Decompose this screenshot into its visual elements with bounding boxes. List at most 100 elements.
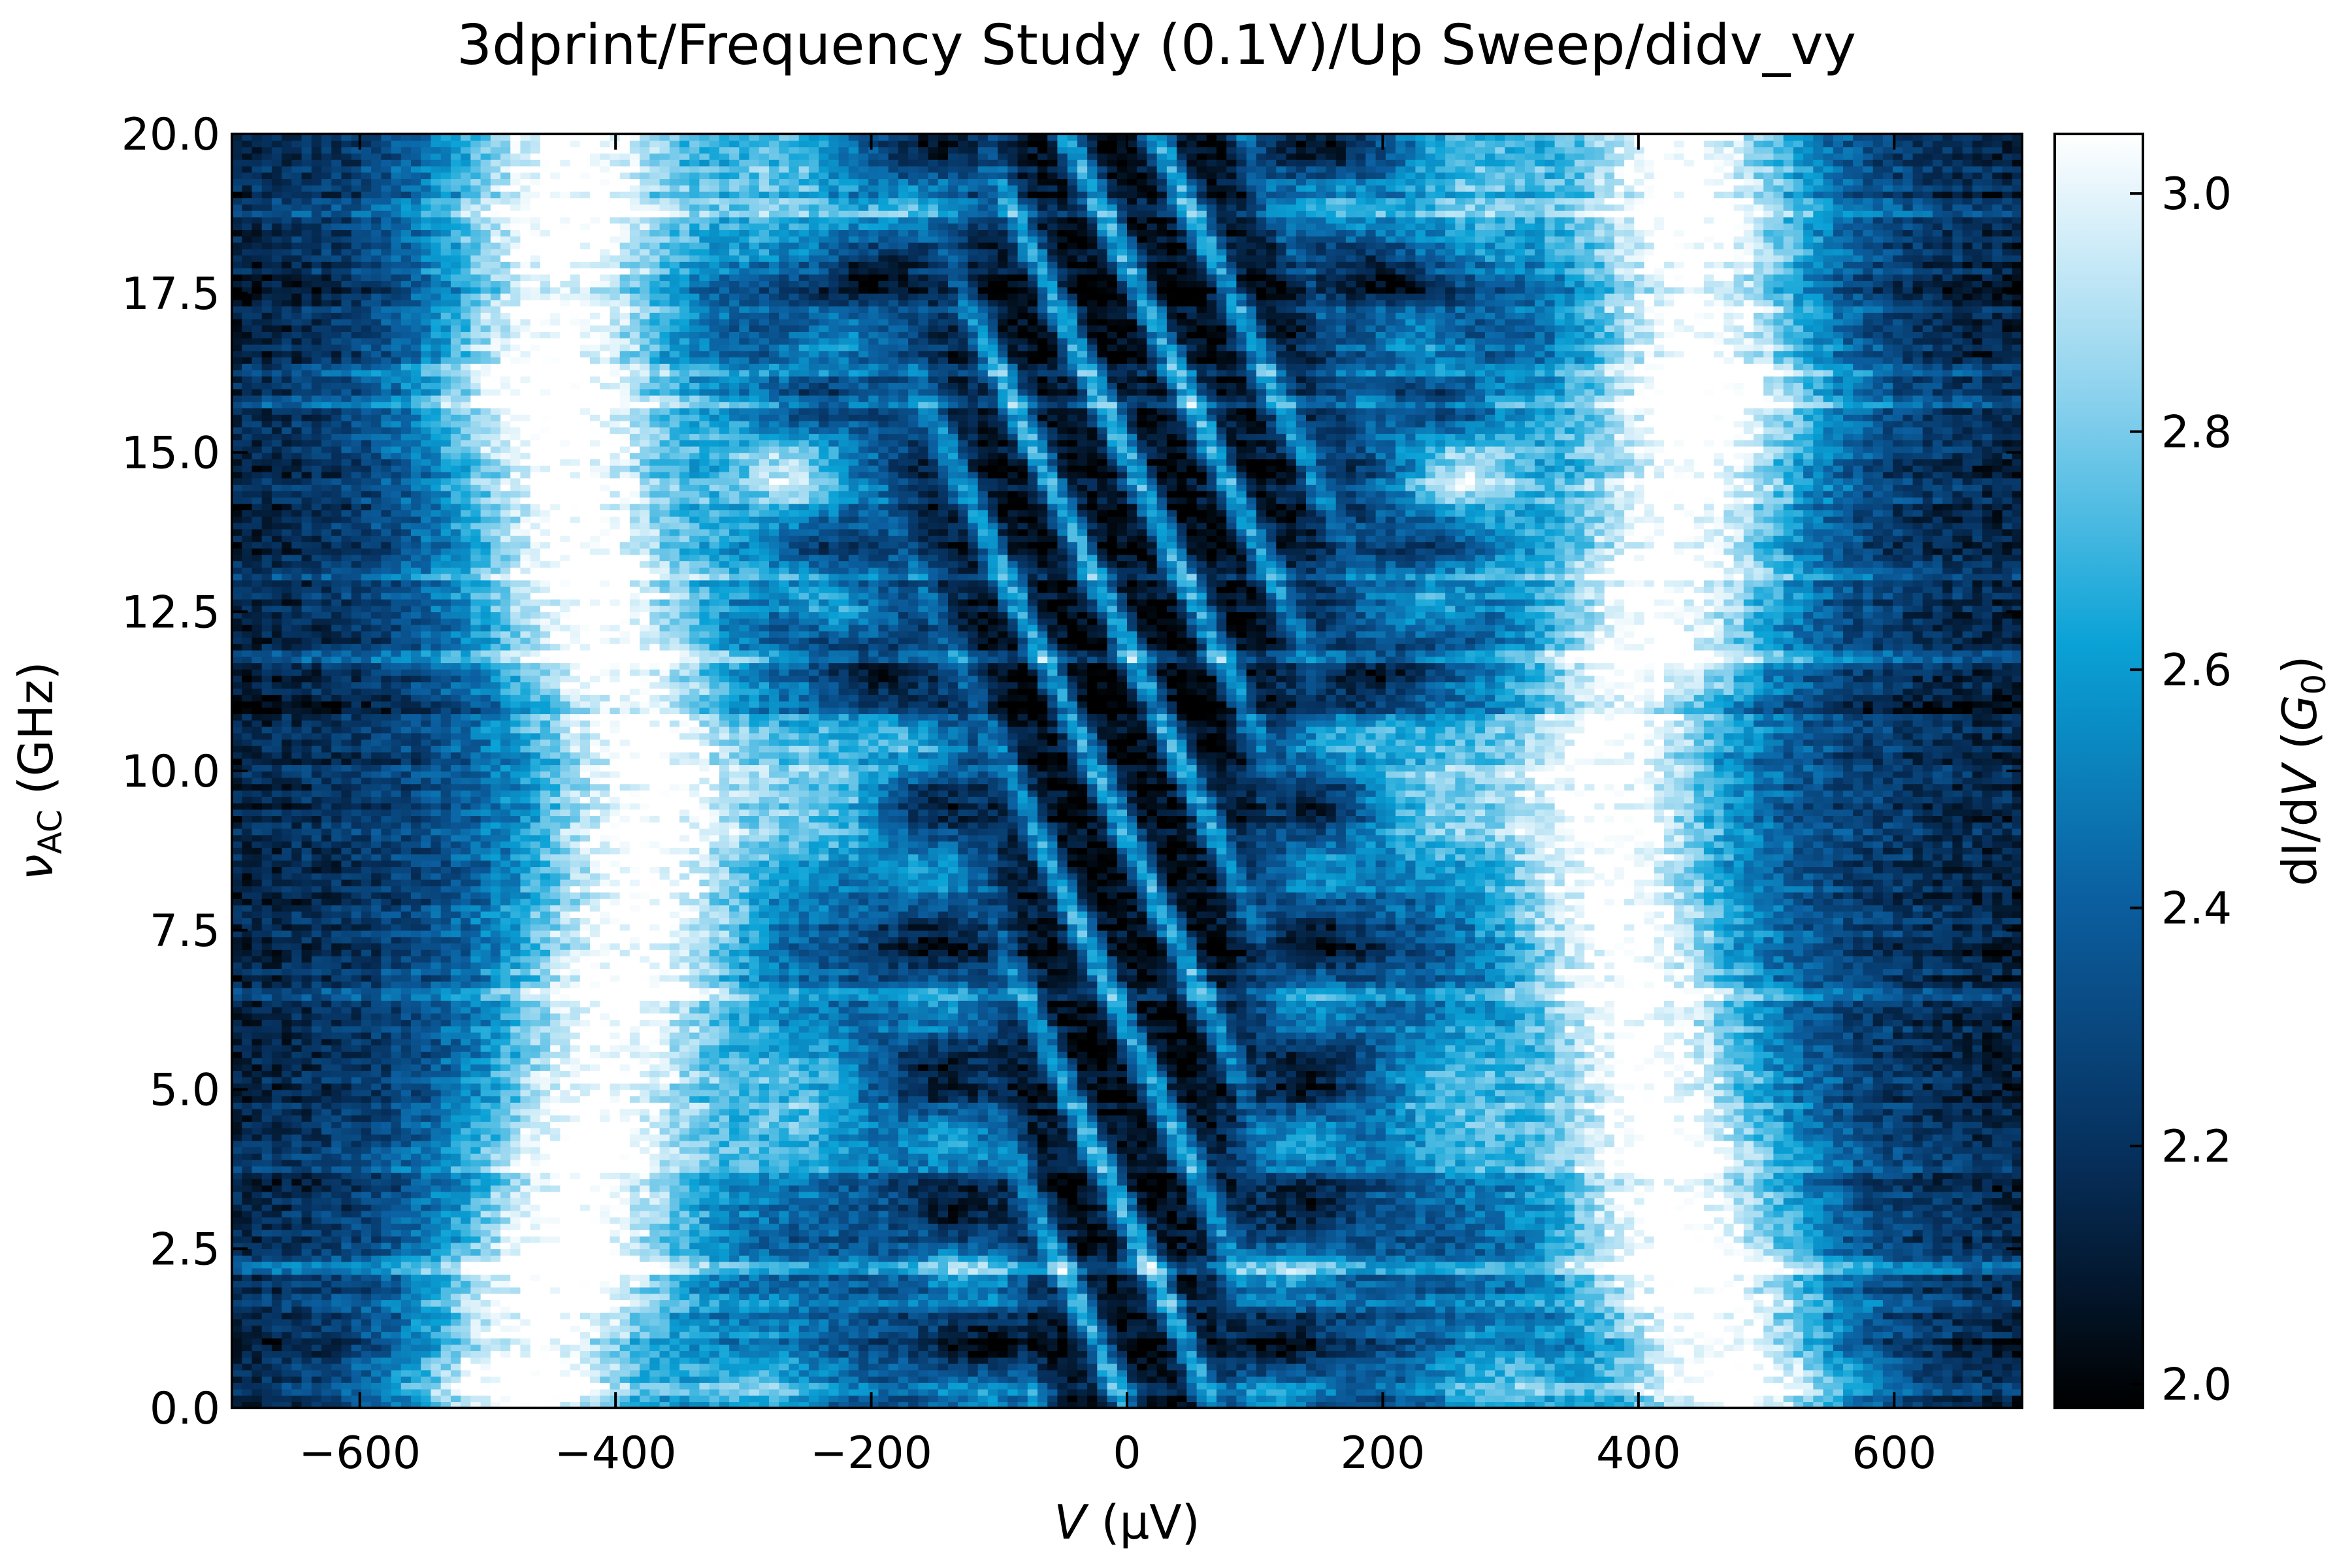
heatmap-cell <box>1624 1299 1635 1307</box>
heatmap-cell <box>1336 1287 1347 1294</box>
heatmap-cell <box>1813 1274 1823 1281</box>
heatmap-cell <box>1286 1287 1297 1294</box>
heatmap-cell <box>570 1396 581 1403</box>
heatmap-cell <box>1565 1382 1575 1390</box>
heatmap-cell <box>858 1331 869 1339</box>
heatmap-cell <box>302 1236 312 1243</box>
heatmap-cell <box>1565 1268 1575 1275</box>
heatmap-cell <box>710 1389 720 1396</box>
heatmap-cell <box>1097 1357 1107 1364</box>
heatmap-cell <box>1883 1364 1893 1371</box>
heatmap-cell <box>600 1345 610 1352</box>
heatmap-cell <box>531 1350 541 1358</box>
heatmap-cell <box>520 1319 531 1326</box>
heatmap-cell <box>1256 1249 1267 1256</box>
heatmap-cell <box>1723 1255 1734 1262</box>
heatmap-cell <box>1485 1389 1495 1396</box>
heatmap-cell <box>689 1350 700 1358</box>
heatmap-cell <box>2002 1382 2013 1390</box>
heatmap-cell <box>1664 1325 1674 1332</box>
heatmap-cell <box>1723 1243 1734 1250</box>
heatmap-cell <box>1634 1249 1644 1256</box>
heatmap-cell <box>570 1243 581 1250</box>
heatmap-cell <box>1247 1345 1257 1352</box>
heatmap-cell <box>739 1370 749 1377</box>
heatmap-cell <box>1147 1268 1157 1275</box>
heatmap-cell <box>1942 1243 1953 1250</box>
heatmap-cell <box>1316 1287 1326 1294</box>
heatmap-cell <box>1127 1281 1137 1288</box>
heatmap-cell <box>1843 1281 1854 1288</box>
heatmap-cell <box>1286 1313 1297 1320</box>
heatmap-cell <box>1793 1287 1804 1294</box>
heatmap-cell <box>461 1243 471 1250</box>
heatmap-cell <box>898 1281 909 1288</box>
heatmap-cell <box>630 1396 640 1403</box>
heatmap-cell <box>441 1294 451 1301</box>
heatmap-cell <box>928 1357 939 1364</box>
heatmap-cell <box>491 1306 501 1313</box>
heatmap-cell <box>272 1281 282 1288</box>
heatmap-cell <box>1117 1357 1128 1364</box>
heatmap-cell <box>1396 1255 1406 1262</box>
heatmap-cell <box>351 1350 362 1358</box>
heatmap-cell <box>1694 1268 1705 1275</box>
heatmap-cell <box>401 1350 412 1358</box>
heatmap-cell <box>1435 1294 1446 1301</box>
heatmap-cell <box>282 1274 292 1281</box>
heatmap-cell <box>1286 1236 1297 1243</box>
heatmap-cell <box>1784 1313 1794 1320</box>
heatmap-cell <box>1495 1299 1505 1307</box>
heatmap-cell <box>878 1306 889 1313</box>
heatmap-cell <box>262 1306 272 1313</box>
heatmap-cell <box>391 1287 402 1294</box>
heatmap-cell <box>1833 1338 1844 1345</box>
heatmap-cell <box>769 1243 779 1250</box>
heatmap-cell <box>1684 1396 1694 1403</box>
heatmap-cell <box>1544 1287 1555 1294</box>
heatmap-cell <box>252 1389 262 1396</box>
heatmap-cell <box>1365 1338 1376 1345</box>
heatmap-cell <box>819 1262 829 1269</box>
heatmap-cell <box>1047 1370 1058 1377</box>
heatmap-cell <box>1863 1396 1873 1403</box>
heatmap-cell <box>1455 1382 1465 1390</box>
heatmap-cell <box>1455 1313 1465 1320</box>
heatmap-cell <box>1555 1287 1565 1294</box>
heatmap-cell <box>1982 1396 1993 1403</box>
heatmap-cell <box>252 1357 262 1364</box>
heatmap-cell <box>510 1357 521 1364</box>
heatmap-cell <box>520 1382 531 1390</box>
heatmap-cell <box>1386 1389 1396 1396</box>
heatmap-cell <box>470 1243 481 1250</box>
heatmap-cell <box>1763 1325 1774 1332</box>
heatmap-cell <box>491 1281 501 1288</box>
heatmap-cell <box>789 1376 799 1383</box>
heatmap-cell <box>291 1345 302 1352</box>
heatmap-cell <box>1376 1338 1386 1345</box>
heatmap-cell <box>958 1230 968 1237</box>
heatmap-cell <box>1843 1364 1854 1371</box>
heatmap-cell <box>1505 1281 1515 1288</box>
heatmap-cell <box>938 1281 949 1288</box>
heatmap-cell <box>540 1243 551 1250</box>
heatmap-cell <box>1316 1389 1326 1396</box>
heatmap-cell <box>908 1325 919 1332</box>
heatmap-cell <box>1226 1338 1237 1345</box>
heatmap-cell <box>1803 1382 1814 1390</box>
heatmap-cell <box>1873 1331 1884 1339</box>
heatmap-cell <box>1167 1338 1177 1345</box>
heatmap-cell <box>789 1299 799 1307</box>
heatmap-cell <box>958 1306 968 1313</box>
heatmap-cell <box>898 1243 909 1250</box>
heatmap-cell <box>411 1364 421 1371</box>
heatmap-cell <box>1097 1370 1107 1377</box>
heatmap-cell <box>988 1230 998 1237</box>
heatmap-cell <box>1326 1319 1336 1326</box>
heatmap-cell <box>1426 1262 1436 1269</box>
heatmap-cell <box>1107 1370 1118 1377</box>
heatmap-cell <box>282 1313 292 1320</box>
heatmap-cell <box>1475 1249 1486 1256</box>
heatmap-cell <box>1018 1396 1028 1403</box>
heatmap-cell <box>371 1396 382 1403</box>
